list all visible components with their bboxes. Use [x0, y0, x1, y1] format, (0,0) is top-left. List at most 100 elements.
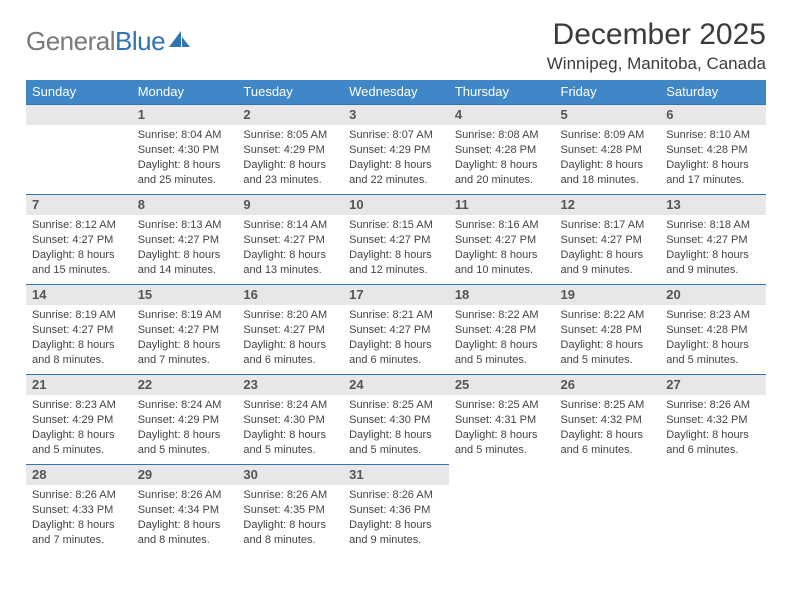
daylight-text: Daylight: 8 hours and 14 minutes. — [138, 248, 232, 278]
daylight-text: Daylight: 8 hours and 7 minutes. — [32, 518, 126, 548]
sunrise-text: Sunrise: 8:26 AM — [349, 488, 443, 503]
sunset-text: Sunset: 4:36 PM — [349, 503, 443, 518]
day-details: Sunrise: 8:21 AMSunset: 4:27 PMDaylight:… — [349, 305, 443, 367]
day-number: 27 — [660, 374, 766, 395]
day-number: 14 — [26, 284, 132, 305]
daylight-text: Daylight: 8 hours and 22 minutes. — [349, 158, 443, 188]
sunrise-text: Sunrise: 8:05 AM — [243, 128, 337, 143]
calendar-cell: 13Sunrise: 8:18 AMSunset: 4:27 PMDayligh… — [660, 194, 766, 284]
calendar-cell: 7Sunrise: 8:12 AMSunset: 4:27 PMDaylight… — [26, 194, 132, 284]
dow-saturday: Saturday — [660, 80, 766, 104]
sunset-text: Sunset: 4:35 PM — [243, 503, 337, 518]
day-details: Sunrise: 8:25 AMSunset: 4:31 PMDaylight:… — [455, 395, 549, 457]
calendar-cell: 27Sunrise: 8:26 AMSunset: 4:32 PMDayligh… — [660, 374, 766, 464]
daylight-text: Daylight: 8 hours and 6 minutes. — [243, 338, 337, 368]
sunset-text: Sunset: 4:27 PM — [243, 323, 337, 338]
day-number: 9 — [237, 194, 343, 215]
day-details: Sunrise: 8:16 AMSunset: 4:27 PMDaylight:… — [455, 215, 549, 277]
day-number: 26 — [555, 374, 661, 395]
sunset-text: Sunset: 4:27 PM — [561, 233, 655, 248]
day-number: 5 — [555, 104, 661, 125]
calendar-cell: 25Sunrise: 8:25 AMSunset: 4:31 PMDayligh… — [449, 374, 555, 464]
sunset-text: Sunset: 4:34 PM — [138, 503, 232, 518]
day-number: 11 — [449, 194, 555, 215]
sunrise-text: Sunrise: 8:15 AM — [349, 218, 443, 233]
day-details: Sunrise: 8:07 AMSunset: 4:29 PMDaylight:… — [349, 125, 443, 187]
sunrise-text: Sunrise: 8:21 AM — [349, 308, 443, 323]
calendar-cell: 22Sunrise: 8:24 AMSunset: 4:29 PMDayligh… — [132, 374, 238, 464]
day-details: Sunrise: 8:22 AMSunset: 4:28 PMDaylight:… — [561, 305, 655, 367]
daylight-text: Daylight: 8 hours and 8 minutes. — [138, 518, 232, 548]
calendar-cell — [660, 464, 766, 554]
day-details: Sunrise: 8:19 AMSunset: 4:27 PMDaylight:… — [32, 305, 126, 367]
sunrise-text: Sunrise: 8:26 AM — [243, 488, 337, 503]
sunrise-text: Sunrise: 8:07 AM — [349, 128, 443, 143]
sunrise-text: Sunrise: 8:24 AM — [138, 398, 232, 413]
sunset-text: Sunset: 4:28 PM — [455, 143, 549, 158]
day-number: 10 — [343, 194, 449, 215]
location: Winnipeg, Manitoba, Canada — [547, 54, 766, 74]
day-details: Sunrise: 8:04 AMSunset: 4:30 PMDaylight:… — [138, 125, 232, 187]
sunset-text: Sunset: 4:30 PM — [243, 413, 337, 428]
daylight-text: Daylight: 8 hours and 15 minutes. — [32, 248, 126, 278]
sunset-text: Sunset: 4:28 PM — [455, 323, 549, 338]
daylight-text: Daylight: 8 hours and 9 minutes. — [666, 248, 760, 278]
calendar-cell: 14Sunrise: 8:19 AMSunset: 4:27 PMDayligh… — [26, 284, 132, 374]
day-number — [449, 464, 555, 484]
day-number: 18 — [449, 284, 555, 305]
daylight-text: Daylight: 8 hours and 8 minutes. — [243, 518, 337, 548]
calendar-cell: 31Sunrise: 8:26 AMSunset: 4:36 PMDayligh… — [343, 464, 449, 554]
daylight-text: Daylight: 8 hours and 6 minutes. — [666, 428, 760, 458]
sunset-text: Sunset: 4:33 PM — [32, 503, 126, 518]
day-details: Sunrise: 8:14 AMSunset: 4:27 PMDaylight:… — [243, 215, 337, 277]
daylight-text: Daylight: 8 hours and 6 minutes. — [349, 338, 443, 368]
day-number: 13 — [660, 194, 766, 215]
logo-text-blue: Blue — [115, 26, 165, 56]
calendar-cell: 4Sunrise: 8:08 AMSunset: 4:28 PMDaylight… — [449, 104, 555, 194]
day-details: Sunrise: 8:09 AMSunset: 4:28 PMDaylight:… — [561, 125, 655, 187]
calendar-cell: 30Sunrise: 8:26 AMSunset: 4:35 PMDayligh… — [237, 464, 343, 554]
calendar-row: 14Sunrise: 8:19 AMSunset: 4:27 PMDayligh… — [26, 284, 766, 374]
calendar-cell: 8Sunrise: 8:13 AMSunset: 4:27 PMDaylight… — [132, 194, 238, 284]
calendar-body: 1Sunrise: 8:04 AMSunset: 4:30 PMDaylight… — [26, 104, 766, 554]
calendar-header: Sunday Monday Tuesday Wednesday Thursday… — [26, 80, 766, 104]
day-details: Sunrise: 8:24 AMSunset: 4:30 PMDaylight:… — [243, 395, 337, 457]
day-details: Sunrise: 8:17 AMSunset: 4:27 PMDaylight:… — [561, 215, 655, 277]
dow-thursday: Thursday — [449, 80, 555, 104]
calendar-cell: 10Sunrise: 8:15 AMSunset: 4:27 PMDayligh… — [343, 194, 449, 284]
day-number: 31 — [343, 464, 449, 485]
sunset-text: Sunset: 4:27 PM — [138, 233, 232, 248]
day-details: Sunrise: 8:12 AMSunset: 4:27 PMDaylight:… — [32, 215, 126, 277]
calendar-cell: 29Sunrise: 8:26 AMSunset: 4:34 PMDayligh… — [132, 464, 238, 554]
day-number: 19 — [555, 284, 661, 305]
calendar-table: Sunday Monday Tuesday Wednesday Thursday… — [26, 80, 766, 554]
page: GeneralBlue December 2025 Winnipeg, Mani… — [0, 0, 792, 612]
sunrise-text: Sunrise: 8:22 AM — [455, 308, 549, 323]
calendar-cell: 15Sunrise: 8:19 AMSunset: 4:27 PMDayligh… — [132, 284, 238, 374]
day-number: 1 — [132, 104, 238, 125]
calendar-row: 1Sunrise: 8:04 AMSunset: 4:30 PMDaylight… — [26, 104, 766, 194]
day-details: Sunrise: 8:26 AMSunset: 4:32 PMDaylight:… — [666, 395, 760, 457]
title-block: December 2025 Winnipeg, Manitoba, Canada — [547, 18, 766, 74]
sunset-text: Sunset: 4:29 PM — [349, 143, 443, 158]
day-number: 20 — [660, 284, 766, 305]
daylight-text: Daylight: 8 hours and 10 minutes. — [455, 248, 549, 278]
day-number: 29 — [132, 464, 238, 485]
sunset-text: Sunset: 4:27 PM — [32, 233, 126, 248]
day-number: 24 — [343, 374, 449, 395]
header: GeneralBlue December 2025 Winnipeg, Mani… — [26, 18, 766, 74]
dow-friday: Friday — [555, 80, 661, 104]
day-details: Sunrise: 8:26 AMSunset: 4:33 PMDaylight:… — [32, 485, 126, 547]
calendar-cell — [449, 464, 555, 554]
dow-tuesday: Tuesday — [237, 80, 343, 104]
daylight-text: Daylight: 8 hours and 6 minutes. — [561, 428, 655, 458]
sunrise-text: Sunrise: 8:08 AM — [455, 128, 549, 143]
calendar-cell: 2Sunrise: 8:05 AMSunset: 4:29 PMDaylight… — [237, 104, 343, 194]
sunset-text: Sunset: 4:31 PM — [455, 413, 549, 428]
sunrise-text: Sunrise: 8:19 AM — [138, 308, 232, 323]
daylight-text: Daylight: 8 hours and 5 minutes. — [243, 428, 337, 458]
calendar-cell: 20Sunrise: 8:23 AMSunset: 4:28 PMDayligh… — [660, 284, 766, 374]
calendar-row: 7Sunrise: 8:12 AMSunset: 4:27 PMDaylight… — [26, 194, 766, 284]
day-number: 12 — [555, 194, 661, 215]
sunset-text: Sunset: 4:28 PM — [666, 143, 760, 158]
